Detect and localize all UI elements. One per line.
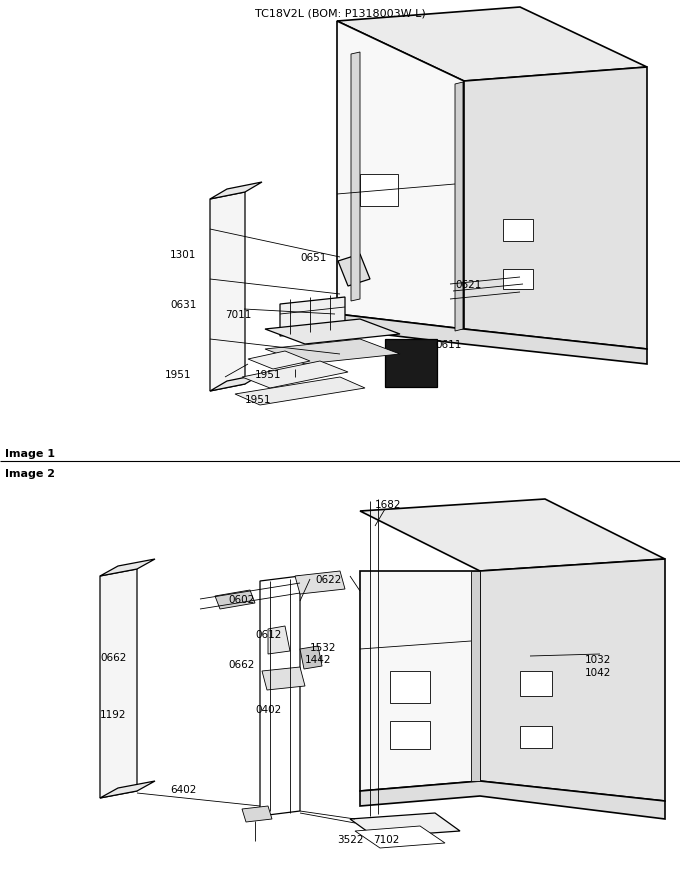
Bar	[390, 721, 430, 749]
Bar	[385, 340, 437, 388]
Text: 1442: 1442	[305, 654, 332, 664]
Text: TC18V2L (BOM: P1318003W L): TC18V2L (BOM: P1318003W L)	[254, 8, 426, 18]
Text: 0402: 0402	[255, 704, 282, 714]
Polygon shape	[210, 182, 262, 200]
Polygon shape	[351, 53, 360, 302]
Text: 6402: 6402	[170, 784, 197, 794]
Text: 0621: 0621	[455, 280, 481, 289]
Text: 1532: 1532	[310, 642, 337, 653]
Polygon shape	[242, 806, 272, 822]
Bar	[503, 269, 533, 289]
Text: 1301: 1301	[170, 249, 197, 260]
Text: 0611: 0611	[435, 340, 461, 349]
Polygon shape	[350, 813, 460, 837]
Text: 1951: 1951	[255, 369, 282, 380]
Polygon shape	[360, 571, 480, 791]
Polygon shape	[455, 83, 463, 332]
Bar	[360, 175, 398, 207]
Polygon shape	[355, 826, 445, 848]
Text: 1951: 1951	[245, 395, 271, 405]
Polygon shape	[260, 576, 300, 816]
Polygon shape	[337, 22, 464, 329]
Polygon shape	[480, 560, 665, 801]
Polygon shape	[268, 627, 290, 654]
Bar	[390, 671, 430, 703]
Text: 7011: 7011	[225, 309, 252, 320]
Polygon shape	[242, 362, 348, 388]
Bar	[503, 220, 533, 242]
Polygon shape	[262, 667, 305, 690]
Polygon shape	[215, 590, 255, 609]
Polygon shape	[210, 193, 245, 392]
Text: 1042: 1042	[585, 667, 611, 677]
Polygon shape	[280, 298, 345, 336]
Text: 1032: 1032	[585, 654, 611, 664]
Polygon shape	[337, 315, 647, 365]
Polygon shape	[100, 781, 155, 798]
Polygon shape	[300, 647, 322, 669]
Text: 0662: 0662	[100, 653, 126, 662]
Text: 0612: 0612	[255, 629, 282, 640]
Text: Image 1: Image 1	[5, 448, 55, 459]
Text: 0662: 0662	[228, 660, 254, 669]
Polygon shape	[265, 320, 400, 345]
Polygon shape	[210, 375, 262, 392]
Text: 7102: 7102	[373, 834, 399, 844]
Text: 1951: 1951	[165, 369, 192, 380]
Polygon shape	[360, 500, 665, 571]
Text: 1192: 1192	[100, 709, 126, 720]
Polygon shape	[100, 569, 137, 798]
Text: 1682: 1682	[375, 500, 401, 509]
Text: 0631: 0631	[170, 300, 197, 309]
Polygon shape	[265, 340, 400, 365]
Text: 3522: 3522	[337, 834, 364, 844]
Polygon shape	[471, 571, 480, 781]
Bar	[520, 726, 552, 748]
Polygon shape	[100, 560, 155, 576]
Polygon shape	[338, 255, 370, 287]
Polygon shape	[295, 571, 345, 594]
Polygon shape	[464, 68, 647, 349]
Polygon shape	[337, 8, 647, 82]
Bar	[520, 671, 552, 696]
Text: 0651: 0651	[300, 253, 326, 262]
Polygon shape	[248, 352, 310, 369]
Text: 0622: 0622	[315, 574, 341, 584]
Polygon shape	[360, 781, 665, 819]
Text: Image 2: Image 2	[5, 468, 55, 479]
Text: 0602: 0602	[228, 594, 254, 604]
Polygon shape	[235, 377, 365, 406]
